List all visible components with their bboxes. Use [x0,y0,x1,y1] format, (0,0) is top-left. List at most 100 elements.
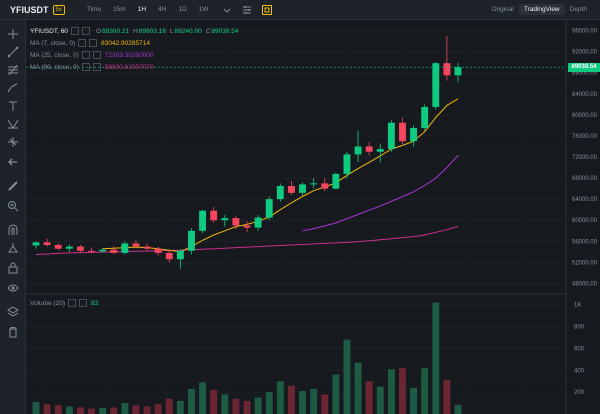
ma25-legend[interactable]: MA (25, close, 0) 72303.30280000 [30,51,154,59]
volume-label: Volume (20) [30,299,66,307]
eye-icon[interactable] [7,282,19,294]
volume-legend[interactable]: Volume (20) 83 [30,299,98,307]
candle-body [65,246,73,249]
ma25-label: MA (25, close, 0) [30,51,79,59]
pattern-icon[interactable] [7,118,19,130]
trend-line-icon[interactable] [7,46,19,58]
volume-bar [410,387,418,414]
ma7-legend[interactable]: MA (7, close, 0) 83042.90285714 [30,39,150,47]
ma25-eye-icon[interactable] [81,51,90,59]
volume-bar [221,394,229,414]
view-depth[interactable]: Depth [569,6,587,13]
measure-icon[interactable] [7,136,19,148]
fib-icon[interactable] [7,64,19,76]
candle-body [443,63,451,76]
candle [343,151,351,179]
candle [421,104,429,131]
volume-bar [232,398,240,414]
price-tick-label: 76000.00 [572,134,598,140]
lock-drawing-icon[interactable] [7,242,19,254]
ruler-icon[interactable] [7,180,19,192]
view-tradingview[interactable]: TradingView [518,4,565,15]
candle-body [321,183,329,189]
volume-bar [199,382,207,414]
volume-value: 83 [91,299,99,307]
candle-body [354,146,362,155]
fullscreen-icon[interactable] [260,4,274,16]
current-price-label: 89038.54 [568,63,600,72]
volume-bar [43,404,51,414]
ma99-eye-icon[interactable] [81,63,90,71]
candle [232,216,240,230]
lock-icon[interactable] [7,262,19,274]
price-axis[interactable]: 96000.00 92000.00 88000.00 84000.00 80000.00… [572,29,598,288]
text-icon[interactable] [7,100,19,112]
volume-bar [76,407,84,414]
dropdown-icon[interactable] [220,4,234,16]
crosshair-icon[interactable] [7,28,19,40]
interval-4h[interactable]: 4H [158,6,167,13]
volume-eye-icon[interactable] [68,299,77,307]
volume-bar [132,405,140,414]
candle [243,221,251,232]
price-chart[interactable]: 96000.00 92000.00 88000.00 84000.00 80000.00… [26,20,600,414]
volume-settings-icon[interactable] [79,299,88,307]
trash-icon[interactable] [7,326,19,338]
volume-bar [65,406,73,414]
candle-body [165,252,173,260]
legend-toggle-icon[interactable] [70,27,79,35]
volume-bar [432,302,440,414]
view-original[interactable]: Original [491,6,514,13]
ma99-legend[interactable]: MA (99, close, 0) 58830.62057070 [30,63,154,71]
candle [376,143,384,163]
close-value: 89038.54 [211,27,239,35]
candle [432,62,440,110]
candle-body [199,210,207,231]
candle-body [188,230,195,251]
candle [410,125,418,147]
candle [76,244,84,253]
brush-icon[interactable] [7,82,19,94]
leverage-badge[interactable]: 5x [52,4,65,15]
interval-15m[interactable]: 15m [113,6,126,13]
volume-bar [376,386,384,414]
back-arrow-icon[interactable] [7,156,19,168]
volume-bar [354,362,362,414]
interval-1w[interactable]: 1W [198,6,209,13]
volume-bar [332,374,340,414]
candle-body [88,250,95,252]
magnet-icon[interactable] [7,224,19,236]
ma25-settings-icon[interactable] [92,51,101,59]
candle [165,250,173,263]
layers-icon[interactable] [7,306,19,318]
indicator-settings-icon[interactable] [240,4,254,16]
price-tick-label: 80000.00 [572,113,598,119]
open-value: 88300.21 [102,27,130,35]
price-tick-label: 64000.00 [572,197,598,203]
volume-axis[interactable]: 1K 800 600 400 200 [574,303,585,396]
ma99-settings-icon[interactable] [92,63,101,71]
volume-bar [310,388,318,414]
candle [365,142,373,156]
symbol-title[interactable]: YFIUSDT [10,4,49,15]
candle [65,244,73,252]
candle [454,62,462,82]
interval-time[interactable]: Time [86,6,102,13]
candle-body [421,106,429,129]
interval-1d[interactable]: 1D [178,6,187,13]
price-tick-label: 88000.00 [572,71,598,77]
interval-1h[interactable]: 1H [137,6,147,13]
volume-bar [32,401,40,414]
ma7-eye-icon[interactable] [78,39,87,47]
candle-body [110,249,118,253]
ma7-settings-icon[interactable] [89,39,98,47]
legend-settings-icon[interactable] [81,27,90,35]
chart-grid [26,20,587,414]
volume-bar [176,400,184,414]
price-tick-label: 92000.00 [572,50,598,56]
volume-bar [265,392,273,414]
candle-body [365,146,373,152]
candle [310,178,318,189]
zoom-in-icon[interactable] [7,200,19,212]
candle [110,246,118,254]
